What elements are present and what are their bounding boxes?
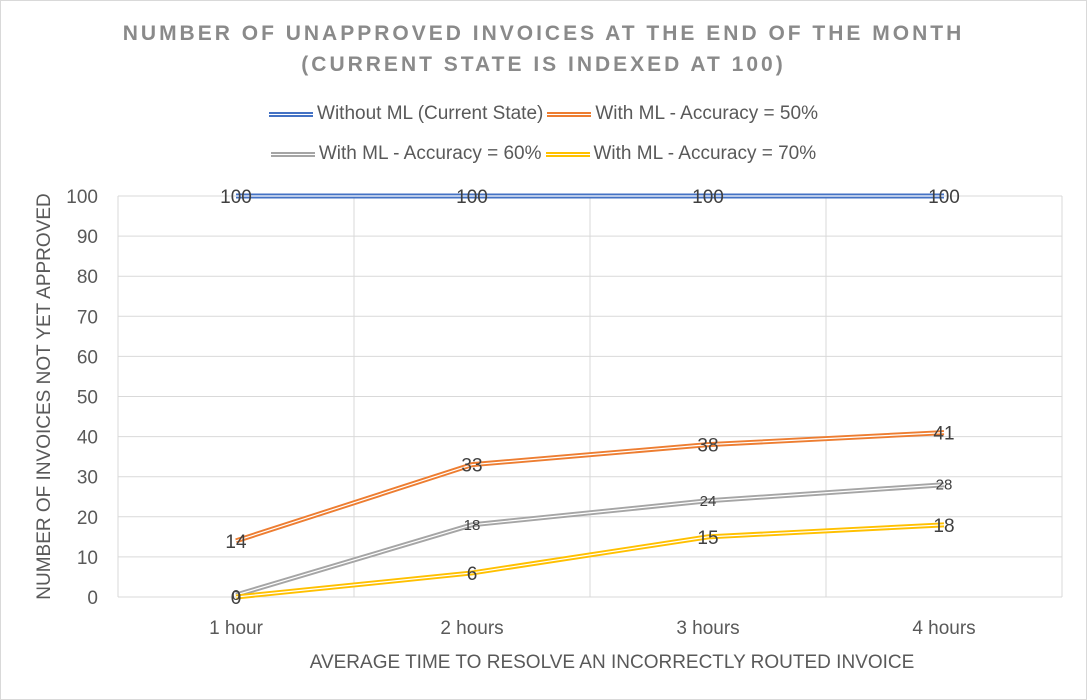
- chart-title-line-2: (CURRENT STATE IS INDEXED AT 100): [301, 53, 786, 76]
- y-tick-label: 20: [77, 508, 98, 529]
- legend-item-without-ml: Without ML (Current State): [269, 100, 543, 128]
- data-label-series-0: 100: [928, 187, 960, 208]
- legend-label-accuracy-60: With ML - Accuracy = 60%: [318, 143, 542, 164]
- data-label-series-3: 0: [231, 588, 242, 609]
- series-line-inner-3: [235, 524, 945, 598]
- chart-title-line-1: NUMBER OF UNAPPROVED INVOICES AT THE END…: [122, 22, 965, 45]
- data-label-series-3: 18: [933, 516, 954, 537]
- gridlines: [117, 195, 1063, 598]
- data-label-series-0: 100: [692, 187, 724, 208]
- data-label-series-1: 38: [697, 436, 718, 457]
- x-tick-label: 4 hours: [912, 618, 975, 639]
- data-label-series-2: 28: [936, 477, 953, 494]
- y-tick-label: 100: [66, 187, 98, 208]
- series-line-inner-1: [235, 431, 945, 542]
- legend-swatch-without-ml: [269, 111, 314, 117]
- series-lines: [235, 193, 945, 600]
- x-tick-label: 1 hour: [209, 618, 264, 639]
- y-tick-label: 0: [87, 588, 98, 609]
- legend-label-accuracy-70: With ML - Accuracy = 70%: [593, 143, 817, 164]
- y-tick-label: 90: [77, 227, 98, 248]
- y-tick-label: 10: [77, 548, 98, 569]
- x-axis-title: AVERAGE TIME TO RESOLVE AN INCORRECTLY R…: [310, 652, 915, 673]
- data-label-series-2: 18: [464, 517, 481, 534]
- x-tick-label: 2 hours: [440, 618, 503, 639]
- legend-item-accuracy-70: With ML - Accuracy = 70%: [545, 140, 817, 168]
- y-tick-label: 70: [77, 307, 98, 328]
- legend-swatch-accuracy-60: [270, 151, 315, 157]
- legend-item-accuracy-60: With ML - Accuracy = 60%: [270, 140, 542, 168]
- data-label-series-0: 100: [456, 187, 488, 208]
- legend-swatch-accuracy-50: [547, 111, 592, 117]
- data-label-series-0: 100: [220, 187, 252, 208]
- y-tick-label: 60: [77, 347, 98, 368]
- data-label-series-1: 14: [225, 532, 247, 553]
- y-tick-label: 50: [77, 388, 98, 409]
- data-label-series-3: 15: [697, 528, 718, 549]
- data-label-series-3: 6: [467, 564, 478, 585]
- legend-row-1: Without ML (Current State) With ML - Acc…: [0, 100, 1087, 128]
- y-tick-label: 80: [77, 267, 98, 288]
- legend-label-accuracy-50: With ML - Accuracy = 50%: [595, 103, 818, 124]
- y-tick-label: 40: [77, 428, 98, 449]
- data-label-series-2: 24: [700, 493, 717, 510]
- series-line-inner-2: [235, 484, 945, 596]
- legend-swatch-accuracy-70: [545, 151, 590, 157]
- data-label-series-2: 0: [232, 587, 240, 604]
- legend-item-accuracy-50: With ML - Accuracy = 50%: [547, 100, 818, 128]
- data-label-series-1: 33: [461, 456, 482, 477]
- legend-row-2: With ML - Accuracy = 60% With ML - Accur…: [0, 140, 1087, 168]
- y-tick-label: 30: [77, 468, 98, 489]
- legend-label-without-ml: Without ML (Current State): [317, 103, 544, 124]
- data-label-series-1: 41: [933, 424, 954, 445]
- x-tick-label: 3 hours: [676, 618, 739, 639]
- y-axis-title: NUMBER OF INVOICES NOT YET APPROVED: [34, 193, 55, 599]
